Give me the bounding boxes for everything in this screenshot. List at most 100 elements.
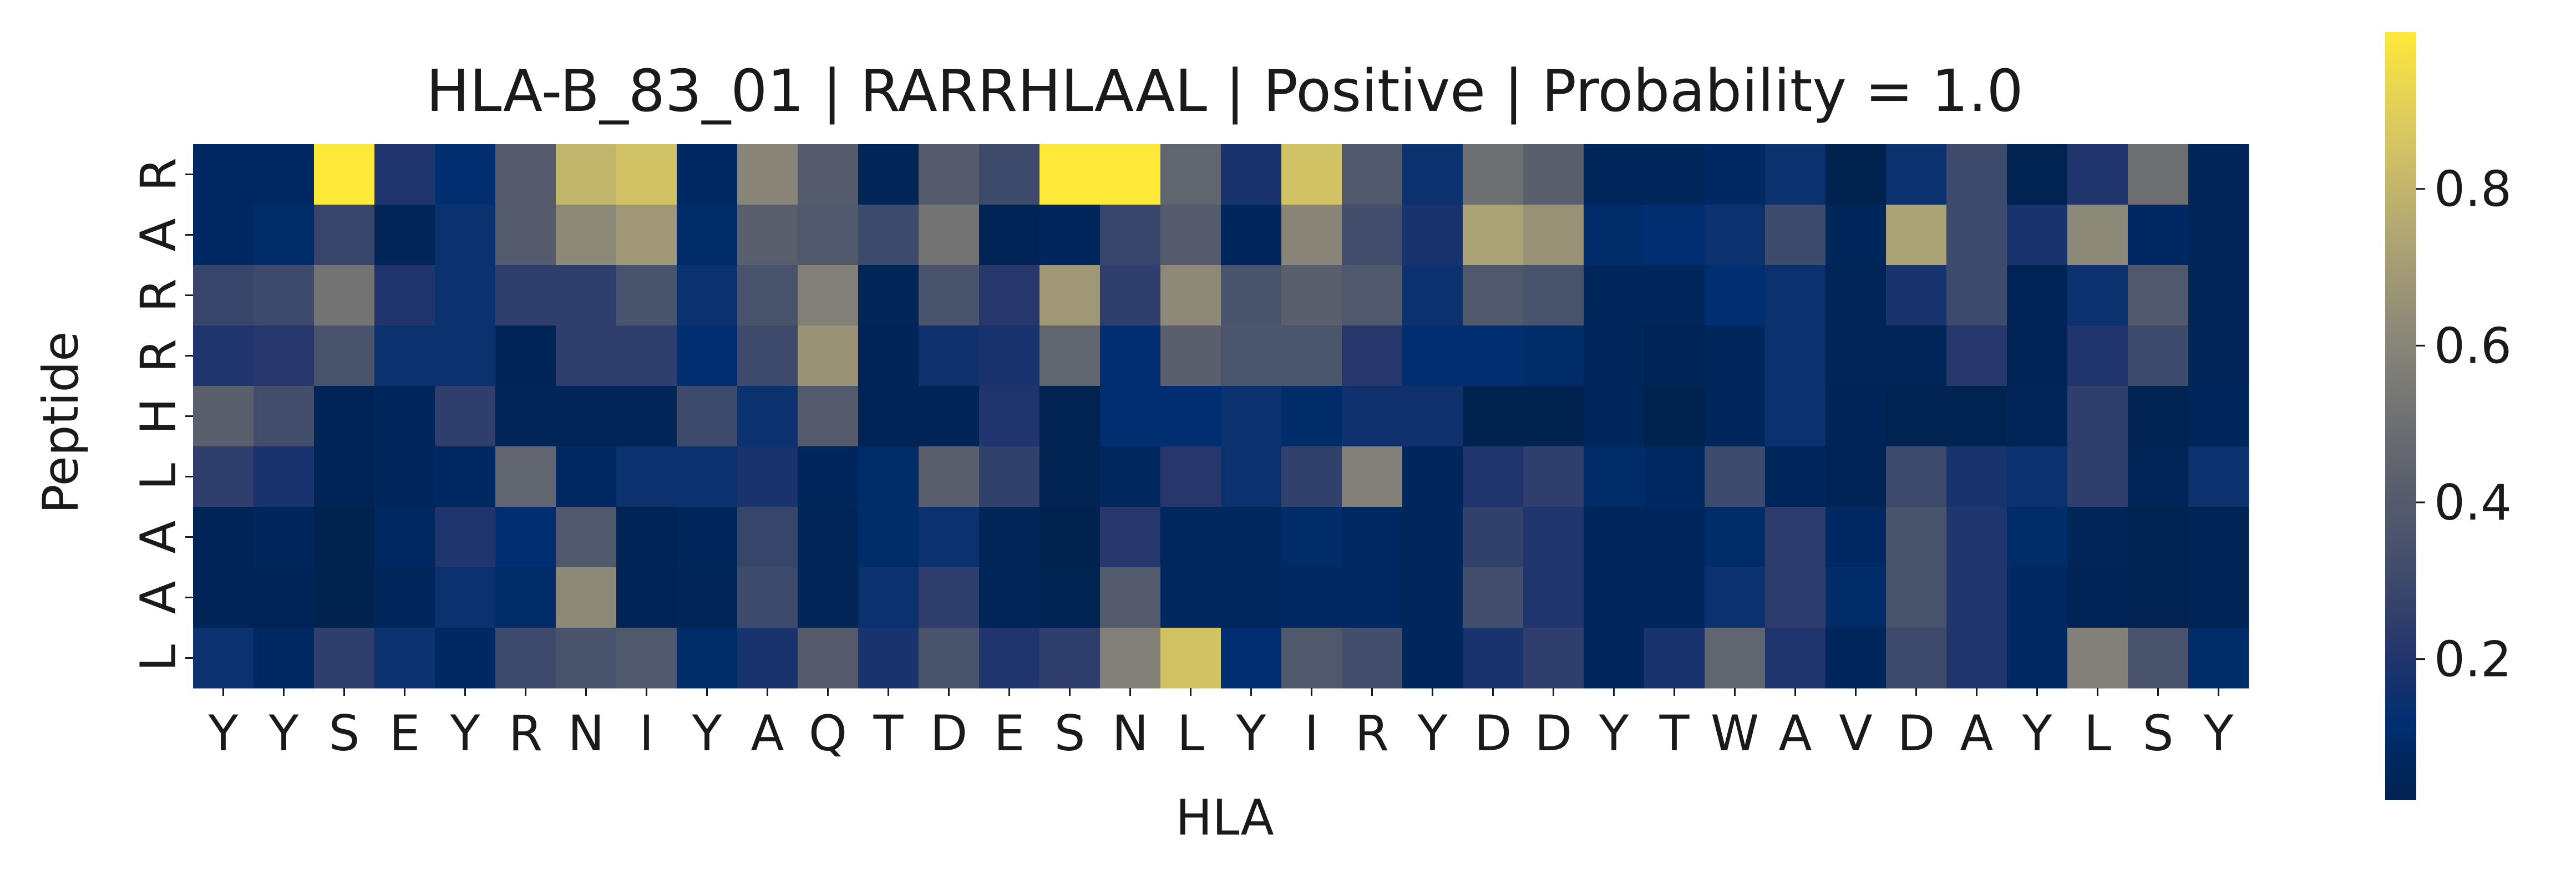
heatmap-cell xyxy=(1039,507,1101,568)
heatmap-cell xyxy=(1886,325,1947,386)
heatmap-cell xyxy=(314,325,375,386)
heatmap-cell xyxy=(1160,628,1221,689)
heatmap-cell xyxy=(556,265,617,326)
heatmap-cell xyxy=(1765,628,1826,689)
heatmap-cell xyxy=(979,386,1040,447)
heatmap-cell xyxy=(858,628,919,689)
heatmap-cell xyxy=(737,386,798,447)
heatmap-cell xyxy=(2067,265,2128,326)
x-tick-label: N xyxy=(1112,705,1149,762)
heatmap-cell xyxy=(1100,144,1161,205)
heatmap-cell xyxy=(737,507,798,568)
heatmap-cell xyxy=(1160,507,1221,568)
heatmap-cell xyxy=(858,507,919,568)
heatmap-cell xyxy=(1100,628,1161,689)
y-tick-label: R xyxy=(130,157,187,191)
heatmap-cell xyxy=(1886,507,1947,568)
heatmap-cell xyxy=(2128,446,2189,507)
heatmap-cell xyxy=(1644,386,1705,447)
heatmap-cell xyxy=(1221,628,1282,689)
x-tick-label: L xyxy=(2084,705,2111,762)
heatmap-cell xyxy=(2188,628,2249,689)
heatmap-cell xyxy=(1886,567,1947,628)
heatmap-cell xyxy=(1825,386,1887,447)
x-tick-label: R xyxy=(1355,705,1389,762)
heatmap-cell xyxy=(1946,507,2007,568)
heatmap-cell xyxy=(1160,325,1221,386)
heatmap-cell xyxy=(193,265,254,326)
heatmap-cell xyxy=(919,325,980,386)
heatmap-cell xyxy=(737,144,798,205)
heatmap-cell xyxy=(1221,567,1282,628)
heatmap-cell xyxy=(616,144,677,205)
heatmap-cell xyxy=(1160,144,1221,205)
heatmap-cell xyxy=(374,265,435,326)
heatmap-cell xyxy=(1523,446,1584,507)
heatmap-cell xyxy=(1463,628,1524,689)
heatmap-cell xyxy=(435,325,496,386)
heatmap-cell xyxy=(314,446,375,507)
heatmap-cell xyxy=(1765,386,1826,447)
heatmap-cell xyxy=(1221,507,1282,568)
heatmap-cell xyxy=(2007,507,2068,568)
heatmap-cell xyxy=(1523,205,1584,266)
heatmap-cell xyxy=(1584,507,1645,568)
x-tick-label: Q xyxy=(809,705,847,762)
heatmap-cell xyxy=(1644,205,1705,266)
heatmap-cell xyxy=(616,265,677,326)
heatmap-cell xyxy=(677,628,738,689)
heatmap-cell xyxy=(2188,144,2249,205)
heatmap-cell xyxy=(919,446,980,507)
heatmap-cell xyxy=(1644,265,1705,326)
y-tick-label: R xyxy=(130,278,187,312)
heatmap-cell xyxy=(1463,205,1524,266)
heatmap-cell xyxy=(2188,386,2249,447)
heatmap-cell xyxy=(495,567,556,628)
heatmap-cell xyxy=(1705,386,1766,447)
heatmap-cell xyxy=(919,386,980,447)
heatmap-cell xyxy=(2128,144,2189,205)
x-tick-label: I xyxy=(640,705,654,762)
heatmap-cells xyxy=(193,144,2249,689)
heatmap-cell xyxy=(1342,265,1403,326)
x-tick-label: Y xyxy=(450,705,480,762)
heatmap-cell xyxy=(919,144,980,205)
y-tick-label: L xyxy=(130,644,187,672)
heatmap-cell xyxy=(193,507,254,568)
heatmap-cell xyxy=(1705,628,1766,689)
heatmap-cell xyxy=(495,325,556,386)
heatmap-cell xyxy=(2007,205,2068,266)
heatmap-cell xyxy=(2007,265,2068,326)
x-tick-label: A xyxy=(1960,705,1993,762)
heatmap-cell xyxy=(1886,265,1947,326)
heatmap-cell xyxy=(1221,446,1282,507)
chart-title: HLA-B_83_01 | RARRHLAAL | Positive | Pro… xyxy=(426,57,2023,125)
x-tick-label: Y xyxy=(1417,705,1448,762)
x-tick-label: A xyxy=(1778,705,1812,762)
heatmap-cell xyxy=(1946,446,2007,507)
heatmap-cell xyxy=(919,507,980,568)
heatmap-cell xyxy=(1584,446,1645,507)
heatmap-cell xyxy=(858,567,919,628)
heatmap-cell xyxy=(1402,265,1463,326)
heatmap-cell xyxy=(556,205,617,266)
heatmap-cell xyxy=(1705,144,1766,205)
heatmap-cell xyxy=(1402,325,1463,386)
heatmap-cell xyxy=(1705,265,1766,326)
x-tick-label: E xyxy=(389,705,420,762)
heatmap-cell xyxy=(979,205,1040,266)
heatmap-cell xyxy=(2007,567,2068,628)
heatmap-cell xyxy=(2128,567,2189,628)
heatmap-cell xyxy=(1039,567,1101,628)
colorbar-tick-label: 0.4 xyxy=(2434,474,2512,531)
heatmap-cell xyxy=(1463,507,1524,568)
heatmap-cell xyxy=(1463,446,1524,507)
heatmap-cell xyxy=(1100,325,1161,386)
heatmap-cell xyxy=(435,265,496,326)
heatmap-cell xyxy=(1100,205,1161,266)
heatmap-cell xyxy=(798,567,859,628)
heatmap-cell xyxy=(737,325,798,386)
x-tick-label: S xyxy=(2143,705,2174,762)
heatmap-cell xyxy=(556,386,617,447)
heatmap-cell xyxy=(1039,265,1101,326)
